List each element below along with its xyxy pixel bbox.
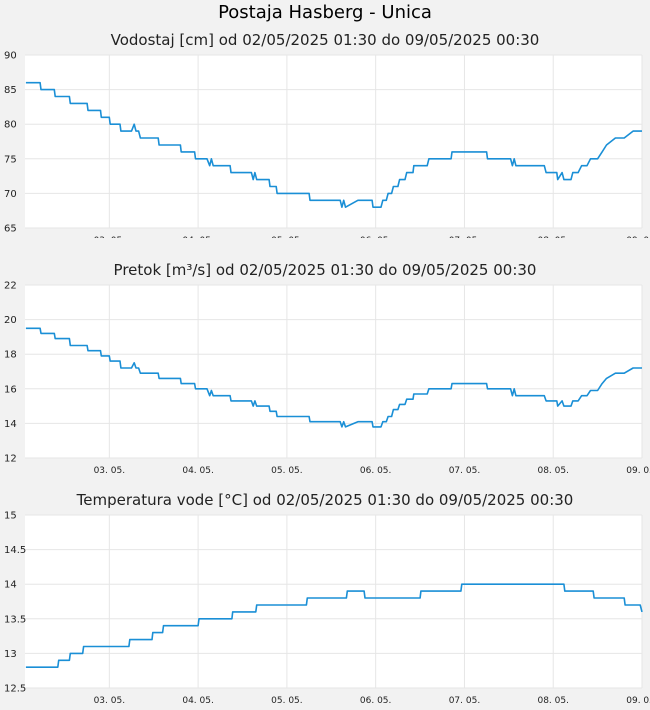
water-temperature-chart-title: Temperatura vode [°C] od 02/05/2025 01:3… [76, 491, 574, 509]
water-temperature-series-line [25, 583, 643, 668]
discharge-y-tick-label: 16 [4, 384, 17, 395]
water-level-x-tick-label: 05. 05. [271, 236, 303, 238]
water-level-x-tick-label: 04. 05. [182, 236, 214, 238]
discharge-chart-title: Pretok [m³/s] od 02/05/2025 01:30 do 09/… [114, 261, 537, 279]
water-level-x-tick-label: 03. 05. [94, 236, 126, 238]
discharge-y-tick-label: 14 [4, 419, 17, 430]
discharge-y-tick-label: 20 [4, 315, 17, 326]
water-temperature-y-tick-label: 12.5 [4, 684, 26, 695]
station-title: Postaja Hasberg - Unica [218, 2, 432, 23]
discharge-x-tick-label: 04. 05. [182, 466, 214, 476]
water-temperature-x-tick-label: 06. 05. [360, 696, 392, 706]
water-temperature-y-tick-label: 14.5 [4, 545, 26, 556]
water-level-plot-area [25, 55, 642, 228]
water-level-series-line [25, 81, 642, 208]
discharge-y-tick-label: 12 [4, 454, 17, 465]
water-temperature-chart: Temperatura vode [°C] od 02/05/2025 01:3… [4, 491, 650, 706]
water-temperature-x-tick-label: 05. 05. [271, 696, 303, 706]
water-temperature-x-tick-label: 08. 05. [537, 696, 569, 706]
discharge-x-tick-label: 03. 05. [94, 466, 126, 476]
water-temperature-x-tick-label: 03. 05. [94, 696, 126, 706]
discharge-x-tick-label: 06. 05. [360, 466, 392, 476]
water-level-chart: Vodostaj [cm] od 02/05/2025 01:30 do 09/… [4, 31, 650, 238]
discharge-y-tick-label: 18 [4, 350, 17, 361]
water-temperature-plot-area [25, 515, 642, 688]
water-temperature-y-tick-label: 13 [4, 649, 17, 660]
discharge-series-line [25, 327, 642, 428]
water-level-y-tick-label: 80 [4, 120, 17, 131]
discharge-x-tick-label: 09. 05. [626, 466, 650, 476]
water-level-y-tick-label: 90 [4, 51, 17, 62]
water-level-x-tick-label: 09. 05. [626, 236, 650, 238]
discharge-x-tick-label: 08. 05. [537, 466, 569, 476]
water-level-chart-title: Vodostaj [cm] od 02/05/2025 01:30 do 09/… [111, 31, 540, 49]
water-level-y-tick-label: 85 [4, 85, 17, 96]
water-level-x-tick-label: 08. 05. [537, 236, 569, 238]
discharge-x-tick-label: 05. 05. [271, 466, 303, 476]
water-level-y-tick-label: 65 [4, 224, 17, 235]
water-temperature-x-tick-label: 04. 05. [182, 696, 214, 706]
water-temperature-x-tick-label: 09. 05. [626, 696, 650, 706]
discharge-y-tick-label: 22 [4, 281, 17, 292]
water-level-y-tick-label: 75 [4, 154, 17, 165]
water-temperature-y-tick-label: 13.5 [4, 614, 26, 625]
water-level-x-tick-label: 07. 05. [449, 236, 481, 238]
water-temperature-y-tick-label: 14 [4, 580, 17, 591]
discharge-plot-area [25, 285, 642, 458]
water-temperature-y-tick-label: 15 [4, 511, 17, 522]
water-level-x-tick-label: 06. 05. [360, 236, 392, 238]
water-temperature-x-tick-label: 07. 05. [449, 696, 481, 706]
discharge-x-tick-label: 07. 05. [449, 466, 481, 476]
water-level-y-tick-label: 70 [4, 189, 17, 200]
discharge-chart: Pretok [m³/s] od 02/05/2025 01:30 do 09/… [4, 261, 650, 476]
